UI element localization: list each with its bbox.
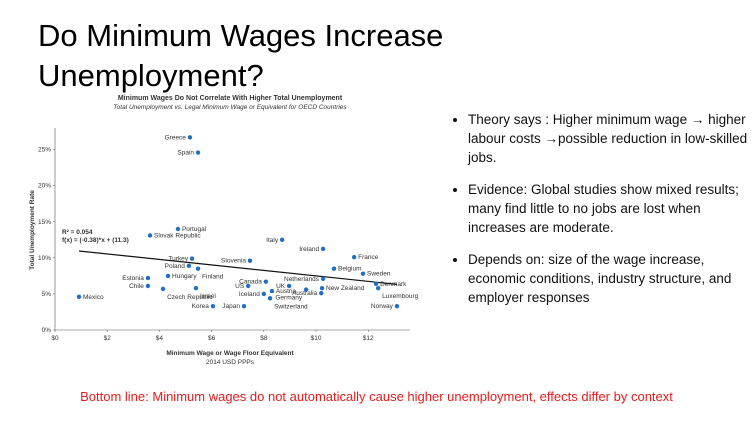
bullet-list: Theory says : Higher minimum wage → high… xyxy=(450,110,753,320)
data-point xyxy=(195,150,201,155)
data-point xyxy=(394,303,400,309)
data-point xyxy=(165,273,171,279)
point-label: Italy xyxy=(266,237,279,244)
slide-title: Do Minimum Wages Increase Unemployment? xyxy=(38,16,443,96)
data-point xyxy=(269,288,275,294)
chart-title: Minimum Wages Do Not Correlate With High… xyxy=(118,95,343,102)
data-point xyxy=(351,254,357,260)
data-point xyxy=(186,263,192,268)
point-label: Germany xyxy=(275,295,302,302)
point-label: Greece xyxy=(165,134,187,141)
data-point xyxy=(375,285,381,291)
point-label: Switzerland xyxy=(274,303,308,310)
y-tick-label: 10% xyxy=(38,255,51,262)
data-point xyxy=(76,294,82,300)
x-tick-label: $2 xyxy=(104,335,112,342)
data-point xyxy=(147,233,153,238)
title-line: Do Minimum Wages Increase xyxy=(38,18,444,53)
data-point xyxy=(319,285,325,291)
point-label: Iceland xyxy=(239,291,260,298)
data-point xyxy=(303,287,309,292)
y-tick-label: 25% xyxy=(38,147,51,154)
point-label: UK xyxy=(276,283,286,290)
data-point xyxy=(319,291,324,296)
point-label: Slovenia xyxy=(221,258,246,265)
point-label: Denmark xyxy=(380,281,407,288)
point-label: Slovak Republic xyxy=(154,232,201,239)
data-point xyxy=(175,226,181,232)
x-tick-label: $8 xyxy=(260,335,268,342)
point-label: US xyxy=(235,283,245,290)
point-label: New Zealand xyxy=(326,285,365,292)
point-label: Chile xyxy=(129,283,144,290)
y-tick-label: 0% xyxy=(42,327,52,334)
chart: Minimum Wages Do Not Correlate With High… xyxy=(29,95,419,366)
trend-line xyxy=(78,250,398,285)
point-label: Austria xyxy=(276,288,297,295)
point-label: Portugal xyxy=(182,226,207,233)
x-tick-label: $6 xyxy=(208,335,216,342)
data-point xyxy=(247,258,253,263)
point-label: Korea xyxy=(192,303,210,310)
data-point xyxy=(267,296,273,301)
y-tick-label: 15% xyxy=(38,219,51,226)
x-axis-sublabel: 2014 USD PPPs xyxy=(206,359,255,366)
bullet: Evidence: Global studies show mixed resu… xyxy=(468,180,753,237)
bullet: Depends on: size of the wage increase, e… xyxy=(468,250,753,307)
point-label: Estonia xyxy=(122,275,144,282)
point-label: Israel xyxy=(200,293,216,300)
point-label: Luxembourg xyxy=(382,293,419,300)
trend-equation: f(x) = (-0.38)*x + (11.3) xyxy=(62,237,129,244)
point-label: Ireland xyxy=(299,246,319,253)
point-label: Poland xyxy=(165,263,186,270)
data-point xyxy=(360,271,366,276)
x-tick-label: $12 xyxy=(363,335,374,342)
point-label: Finland xyxy=(202,274,224,281)
data-point xyxy=(145,275,151,281)
chart-subtitle: Total Unemployment vs. Legal Minimum Wag… xyxy=(113,104,347,111)
point-label: Turkey xyxy=(168,256,188,263)
data-point xyxy=(210,303,216,309)
title-line: Unemployment? xyxy=(38,58,264,93)
point-label: Japan xyxy=(222,303,240,310)
data-point xyxy=(331,266,337,271)
data-point xyxy=(187,135,193,140)
data-point xyxy=(145,283,151,289)
data-point xyxy=(279,237,285,243)
x-tick-label: $10 xyxy=(311,335,322,342)
point-label: Netherlands xyxy=(284,276,320,283)
y-tick-label: 20% xyxy=(38,183,51,190)
data-point xyxy=(189,256,195,261)
data-point xyxy=(320,246,326,252)
point-label: Belgium xyxy=(338,266,361,273)
point-label: Mexico xyxy=(83,294,104,301)
data-point xyxy=(241,303,247,309)
data-point xyxy=(195,266,201,271)
x-tick-label: $4 xyxy=(156,335,164,342)
data-point xyxy=(320,276,326,281)
point-label: Czech Republic xyxy=(167,294,213,301)
bottom-line: Bottom line: Minimum wages do not automa… xyxy=(80,389,673,404)
point-label: Australia xyxy=(292,290,318,297)
point-label: France xyxy=(358,254,379,261)
data-point xyxy=(160,286,166,292)
y-tick-label: 5% xyxy=(42,291,52,298)
data-point xyxy=(261,291,267,297)
point-label: Canada xyxy=(239,279,262,286)
point-label: Hungary xyxy=(172,273,197,280)
x-tick-label: $0 xyxy=(51,335,59,342)
x-axis-label: Minimum Wage or Wage Floor Equivalent xyxy=(166,350,294,357)
data-point xyxy=(263,279,269,284)
data-point xyxy=(373,281,379,287)
data-point xyxy=(193,285,199,291)
y-axis-label: Total Unemployment Rate xyxy=(29,190,36,270)
trend-r2: R² = 0.054 xyxy=(62,229,93,236)
bullet: Theory says : Higher minimum wage → high… xyxy=(468,110,753,167)
point-label: Spain xyxy=(177,150,194,157)
data-point xyxy=(286,283,292,289)
data-point xyxy=(245,283,251,289)
point-label: Norway xyxy=(371,303,394,310)
point-label: Sweden xyxy=(367,271,391,278)
